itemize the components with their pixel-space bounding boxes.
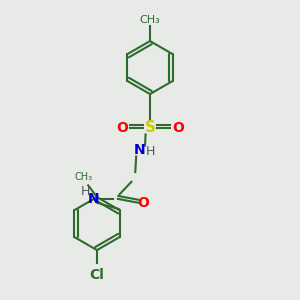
Text: S: S	[145, 120, 155, 135]
Text: H: H	[81, 185, 91, 198]
Text: Cl: Cl	[90, 268, 104, 282]
Text: CH₃: CH₃	[75, 172, 93, 182]
Text: N: N	[134, 143, 146, 157]
Text: O: O	[137, 196, 149, 210]
Text: O: O	[116, 121, 128, 135]
Text: H: H	[146, 145, 156, 158]
Text: O: O	[172, 121, 184, 135]
Text: N: N	[88, 192, 100, 206]
Text: CH₃: CH₃	[140, 15, 160, 25]
